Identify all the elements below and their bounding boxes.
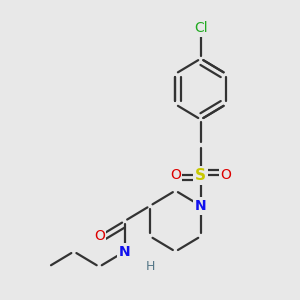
Text: S: S [195, 168, 206, 183]
Text: O: O [221, 168, 232, 182]
Text: N: N [119, 244, 130, 259]
Text: O: O [170, 168, 181, 182]
Text: H: H [145, 260, 155, 273]
Text: Cl: Cl [194, 21, 208, 35]
Text: O: O [94, 229, 105, 243]
Text: N: N [195, 199, 207, 213]
